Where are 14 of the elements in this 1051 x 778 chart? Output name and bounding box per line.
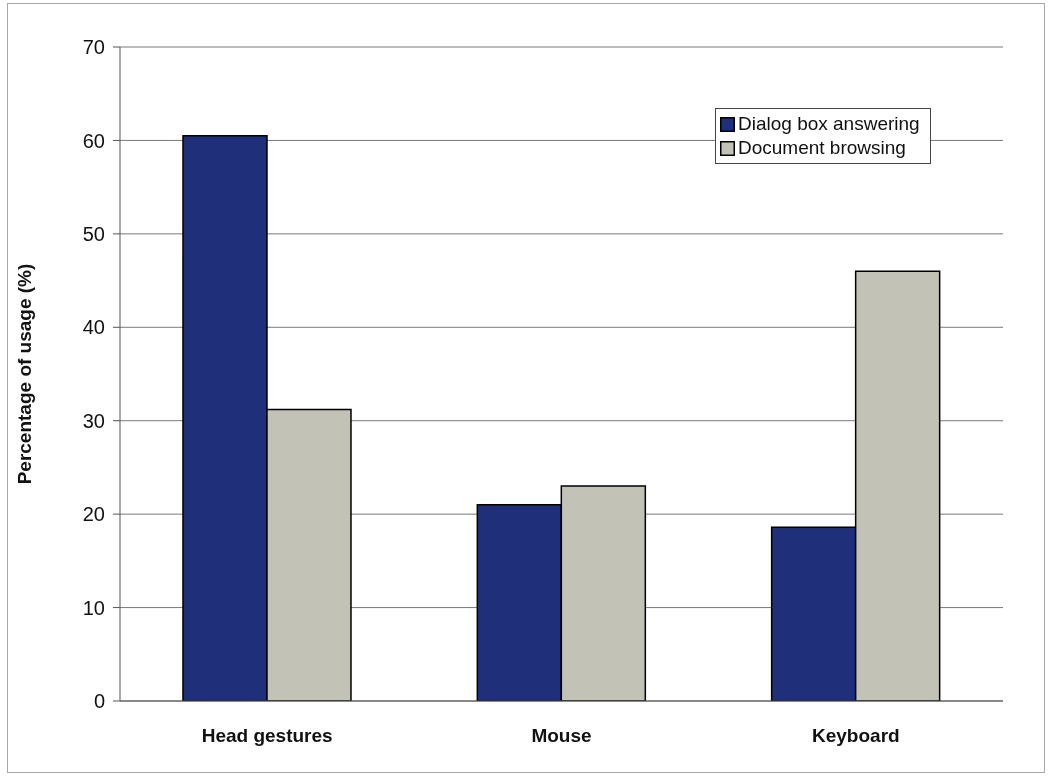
legend-label: Document browsing [738,136,906,160]
y-tick-label: 20 [82,503,105,526]
y-tick-label: 10 [82,596,105,619]
y-tick-label: 0 [93,690,105,713]
x-tick-label: Head gestures [201,725,333,747]
legend-label: Dialog box answering [738,112,920,136]
y-axis-title: Percentage of usage (%) [13,263,35,485]
y-tick-label: 70 [82,36,105,59]
x-tick-label: Keyboard [812,725,900,747]
y-tick-label: 40 [82,316,105,339]
x-tick-label: Mouse [531,725,592,747]
y-tick-label: 50 [82,222,105,245]
y-tick-label: 30 [82,409,105,432]
y-tick-label: 60 [82,129,105,152]
